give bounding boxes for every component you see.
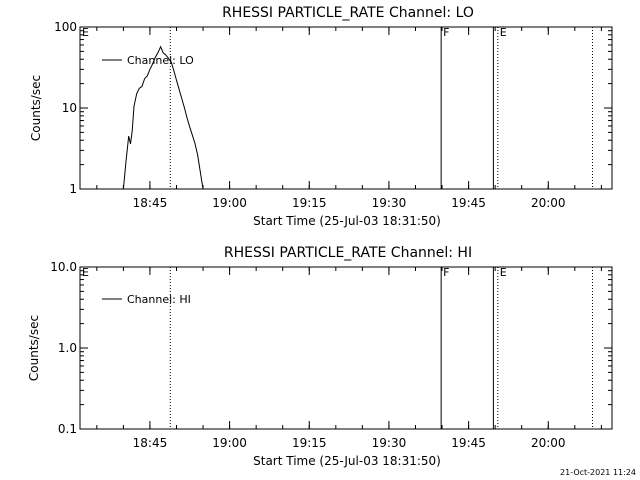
chart-title: RHESSI PARTICLE_RATE Channel: LO bbox=[222, 5, 474, 21]
x-tick-label: 19:00 bbox=[212, 196, 247, 210]
x-tick-label: 19:30 bbox=[372, 436, 407, 450]
corner-label: E bbox=[82, 266, 89, 279]
y-tick-label: 10 bbox=[62, 101, 77, 115]
y-tick-label: 0.1 bbox=[58, 422, 77, 436]
x-tick-label: 19:30 bbox=[372, 196, 407, 210]
corner-label: E bbox=[82, 26, 89, 39]
y-tick-label: 1 bbox=[69, 182, 77, 196]
chart-panel-hi: RHESSI PARTICLE_RATE Channel: HI Counts/… bbox=[27, 245, 613, 468]
marker-label: F bbox=[443, 266, 449, 279]
x-tick-label: 19:15 bbox=[292, 436, 327, 450]
legend-label: Channel: HI bbox=[127, 293, 191, 306]
footer-timestamp: 21-Oct-2021 11:24 bbox=[560, 468, 636, 477]
x-tick-label: 18:45 bbox=[133, 196, 168, 210]
marker-label: E bbox=[500, 26, 507, 39]
marker-label: F bbox=[443, 26, 449, 39]
series-line bbox=[122, 45, 204, 190]
y-axis-label: Counts/sec bbox=[27, 315, 41, 381]
chart-title: RHESSI PARTICLE_RATE Channel: HI bbox=[224, 245, 472, 261]
legend-label: Channel: LO bbox=[127, 54, 194, 67]
y-tick-label: 100 bbox=[54, 20, 77, 34]
x-tick-label: 19:15 bbox=[292, 196, 327, 210]
chart-panel-lo: RHESSI PARTICLE_RATE Channel: LO Counts/… bbox=[29, 5, 613, 228]
y-tick-label: 10.0 bbox=[50, 260, 77, 274]
x-tick-label: 20:00 bbox=[531, 196, 566, 210]
y-tick-label: 1.0 bbox=[58, 341, 77, 355]
x-axis-label: Start Time (25-Jul-03 18:31:50) bbox=[253, 454, 441, 468]
plot-frame bbox=[79, 26, 613, 190]
x-tick-label: 19:45 bbox=[451, 196, 486, 210]
y-axis-label: Counts/sec bbox=[29, 75, 43, 141]
x-tick-label: 20:00 bbox=[531, 436, 566, 450]
x-tick-label: 19:00 bbox=[212, 436, 247, 450]
x-tick-label: 18:45 bbox=[133, 436, 168, 450]
marker-label: E bbox=[500, 266, 507, 279]
x-tick-label: 19:45 bbox=[451, 436, 486, 450]
plot-frame bbox=[79, 266, 613, 430]
x-axis-label: Start Time (25-Jul-03 18:31:50) bbox=[253, 214, 441, 228]
